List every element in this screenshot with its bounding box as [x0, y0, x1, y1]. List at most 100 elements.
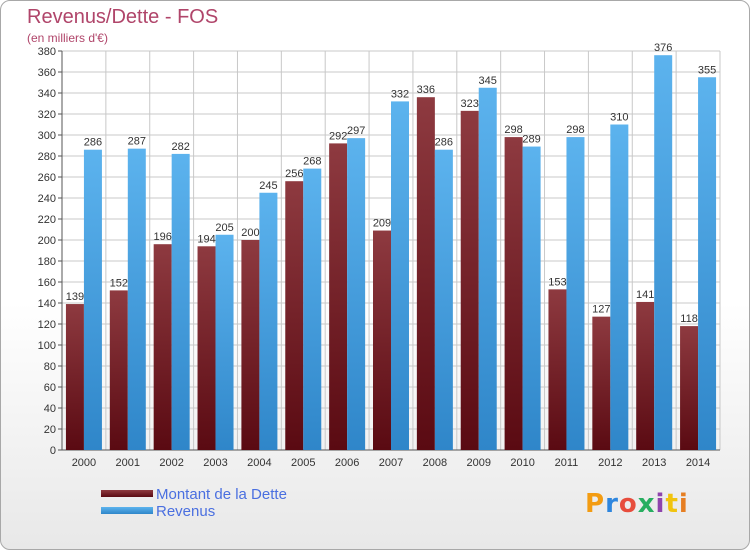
x-tick-label: 2009	[466, 457, 490, 469]
y-tick-label: 160	[38, 277, 56, 289]
data-label: 196	[153, 231, 171, 243]
bar-revenus	[478, 87, 497, 450]
proxiti-logo: Proxiti	[585, 489, 689, 519]
bar-revenus	[522, 146, 541, 451]
data-label: 289	[522, 134, 540, 146]
logo-letter: i	[655, 489, 666, 519]
y-tick-label: 120	[38, 319, 56, 331]
y-tick-label: 200	[38, 235, 56, 247]
data-label: 310	[610, 112, 628, 124]
logo-letter: t	[665, 489, 679, 519]
bar-revenus	[303, 168, 322, 450]
y-tick-label: 260	[38, 172, 56, 184]
y-tick-label: 280	[38, 151, 56, 163]
bar-dette	[504, 137, 523, 450]
data-label: 345	[479, 75, 497, 87]
data-label: 245	[259, 180, 277, 192]
bar-revenus	[347, 138, 366, 450]
x-tick-label: 2002	[159, 457, 183, 469]
legend-swatch-dette	[101, 490, 153, 497]
y-tick-label: 360	[38, 67, 56, 79]
data-label: 336	[417, 84, 435, 96]
y-tick-label: 140	[38, 298, 56, 310]
legend-item-dette: Montant de la Dette	[101, 486, 421, 503]
x-tick-label: 2013	[642, 457, 666, 469]
y-tick-label: 180	[38, 256, 56, 268]
data-label: 298	[504, 124, 522, 136]
bar-revenus	[83, 149, 102, 450]
legend-label-revenus: Revenus	[156, 503, 216, 520]
bar-dette	[548, 289, 567, 450]
x-tick-label: 2007	[379, 457, 403, 469]
y-tick-label: 80	[44, 361, 56, 373]
bar-dette	[197, 246, 216, 450]
logo-letter: i	[678, 489, 689, 519]
data-label: 286	[435, 137, 453, 149]
y-tick-label: 0	[50, 445, 56, 457]
data-label: 297	[347, 125, 365, 137]
data-label: 152	[110, 277, 128, 289]
y-tick-label: 300	[38, 130, 56, 142]
data-label: 153	[548, 276, 566, 288]
data-label: 209	[373, 218, 391, 230]
x-tick-label: 2001	[116, 457, 140, 469]
bar-dette	[636, 301, 655, 450]
bar-dette	[285, 181, 304, 450]
data-label: 323	[461, 98, 479, 110]
legend-item-revenus: Revenus	[101, 503, 421, 520]
bars-layer	[65, 55, 717, 451]
data-label: 282	[171, 141, 189, 153]
data-label: 286	[84, 137, 102, 149]
logo-letter: x	[637, 489, 656, 519]
data-label: 118	[680, 313, 698, 325]
data-label: 292	[329, 130, 347, 142]
bar-revenus	[127, 148, 146, 450]
y-tick-label: 60	[44, 382, 56, 394]
bar-dette	[109, 290, 128, 450]
legend-label-dette: Montant de la Dette	[156, 486, 287, 503]
y-tick-label: 320	[38, 109, 56, 121]
bar-dette	[592, 316, 611, 450]
bar-revenus	[610, 124, 629, 450]
bar-dette	[153, 244, 172, 450]
x-tick-label: 2012	[598, 457, 622, 469]
y-tick-label: 20	[44, 424, 56, 436]
bar-revenus	[171, 153, 190, 450]
logo-letter: o	[618, 489, 638, 519]
bar-dette	[416, 97, 435, 450]
x-tick-label: 2004	[247, 457, 271, 469]
y-tick-label: 240	[38, 193, 56, 205]
bar-revenus	[566, 137, 585, 450]
x-tick-label: 2011	[555, 457, 579, 469]
x-tick-label: 2014	[686, 457, 710, 469]
data-label: 287	[128, 136, 146, 148]
data-label: 256	[285, 168, 303, 180]
chart-title: Revenus/Dette - FOS	[27, 6, 219, 28]
legend: Montant de la Dette Revenus	[101, 486, 421, 520]
logo-letter: r	[605, 489, 619, 519]
data-label: 332	[391, 88, 409, 100]
x-tick-label: 2003	[203, 457, 227, 469]
bar-revenus	[391, 101, 409, 451]
x-tick-label: 2006	[335, 457, 359, 469]
bar-revenus	[698, 77, 717, 450]
data-label: 205	[215, 222, 233, 234]
data-label: 127	[592, 304, 610, 316]
bar-dette	[65, 304, 84, 450]
x-tick-label: 2010	[510, 457, 534, 469]
y-tick-label: 220	[38, 214, 56, 226]
bar-dette	[241, 240, 260, 450]
data-label: 141	[636, 289, 654, 301]
y-tick-label: 100	[38, 340, 56, 352]
bar-revenus	[654, 55, 673, 450]
bar-revenus	[259, 192, 278, 450]
legend-swatch-revenus	[101, 507, 153, 514]
labels-layer: 0 20 40 60 80 100 120 140 160 180 200 220 240 260 280 3…	[38, 42, 717, 469]
x-tick-label: 2000	[72, 457, 96, 469]
data-label: 355	[698, 64, 716, 76]
bar-dette	[373, 230, 391, 450]
data-label: 200	[241, 227, 259, 239]
x-tick-label: 2005	[291, 457, 315, 469]
